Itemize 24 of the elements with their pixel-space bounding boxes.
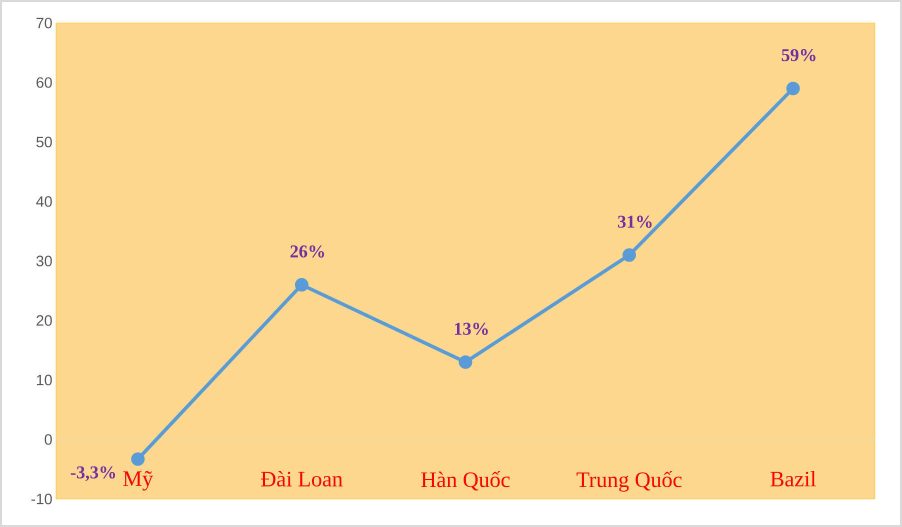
point	[786, 82, 800, 96]
data-label: 13%	[454, 322, 488, 335]
point	[622, 248, 636, 262]
y-tick-label: 30	[36, 256, 52, 266]
x-tick-label: Trung Quốc	[576, 471, 682, 492]
y-tick-label: 60	[36, 77, 52, 88]
y-tick-label: 40	[36, 196, 52, 207]
x-tick-label: Đài Loan	[261, 471, 343, 487]
y-tick-label: 20	[36, 315, 52, 326]
point	[458, 355, 472, 369]
y-tick-label: 50	[36, 136, 52, 148]
point	[294, 278, 308, 292]
x-tick-label: Hàn Quốc	[421, 471, 510, 491]
y-tick-label: 0	[44, 434, 52, 445]
x-tick-label: Bazil	[770, 471, 816, 486]
data-label: -3,3%	[70, 466, 116, 482]
y-tick-label: 10	[36, 374, 52, 386]
data-label: 31%	[618, 216, 652, 228]
y-tick-label: 70	[36, 18, 52, 28]
data-label: 26%	[290, 245, 324, 258]
x-tick-label: Mỹ	[123, 471, 154, 491]
data-label: 59%	[782, 49, 816, 62]
point	[131, 452, 145, 466]
y-tick-label: -10	[31, 494, 52, 504]
